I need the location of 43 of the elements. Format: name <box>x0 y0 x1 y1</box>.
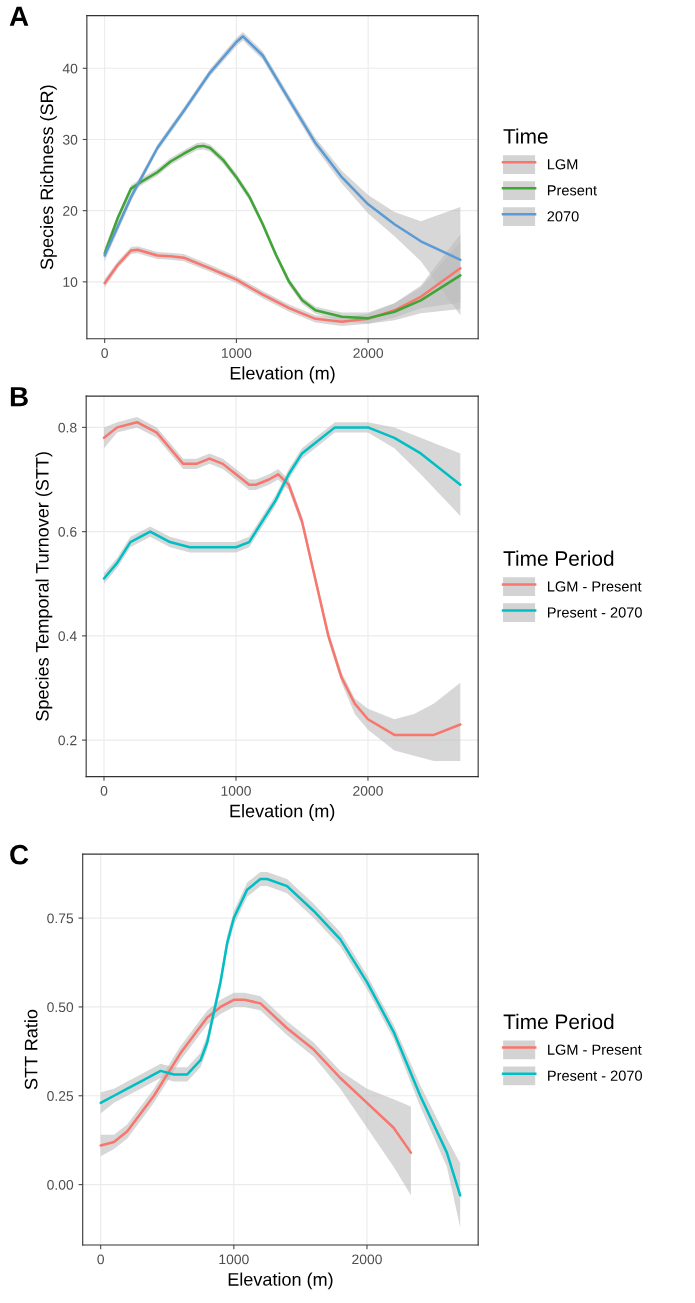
x-tick-label: 1000 <box>221 785 251 796</box>
chart-title: B <box>10 387 28 407</box>
x-tick-label: 0 <box>97 1254 104 1265</box>
line-series <box>103 248 462 323</box>
x-tick-label: 1000 <box>219 1254 249 1265</box>
y-axis-title: Species Temporal Turnover (STT) <box>35 452 53 721</box>
legend-label: LGM - Present <box>547 581 642 592</box>
x-tick-label: 2000 <box>352 1254 382 1265</box>
x-tick-label: 2000 <box>353 348 384 359</box>
y-tick-label: 40 <box>62 63 78 74</box>
x-tick-label: 1000 <box>222 348 252 359</box>
line-series <box>103 35 462 262</box>
legend-label: LGM - Present <box>548 1044 642 1055</box>
x-tick-label: 0 <box>100 785 108 796</box>
chart-title: A <box>9 6 29 26</box>
y-tick-label: 10 <box>63 277 78 288</box>
y-tick-label: 0.25 <box>47 1091 74 1101</box>
y-tick-label: 30 <box>62 134 78 145</box>
x-tick-label: 0 <box>101 348 108 359</box>
legend-label: Present - 2070 <box>548 1070 642 1081</box>
x-axis-title: Elevation (m) <box>230 366 335 384</box>
y-axis-title: Species Richness (SR) <box>40 85 57 270</box>
y-tick-label: 0.75 <box>47 913 74 924</box>
chart-title: C <box>10 844 29 865</box>
y-tick-label: 0.6 <box>58 526 77 537</box>
y-tick-label: 20 <box>63 206 78 216</box>
legend-label: Present - 2070 <box>547 607 642 618</box>
x-tick-label: 2000 <box>353 785 383 796</box>
y-axis-title: STT Ratio <box>24 1009 38 1090</box>
legend-label: Present <box>547 185 597 196</box>
y-tick-label: 0.50 <box>47 1002 74 1013</box>
y-tick-label: 0.2 <box>58 735 77 746</box>
legend-title: Time Period <box>503 1013 614 1030</box>
y-tick-label: 0.00 <box>47 1179 74 1190</box>
x-axis-title: Elevation (m) <box>228 1272 333 1290</box>
y-tick-label: 0.8 <box>58 422 77 433</box>
y-tick-label: 0.4 <box>58 631 77 642</box>
legend-title: Time <box>503 128 548 144</box>
legend-title: Time Period <box>503 550 614 566</box>
legend-label: LGM <box>547 159 578 170</box>
legend-label: 2070 <box>547 211 579 222</box>
x-axis-title: Elevation (m) <box>230 804 335 821</box>
line-series <box>99 998 413 1154</box>
